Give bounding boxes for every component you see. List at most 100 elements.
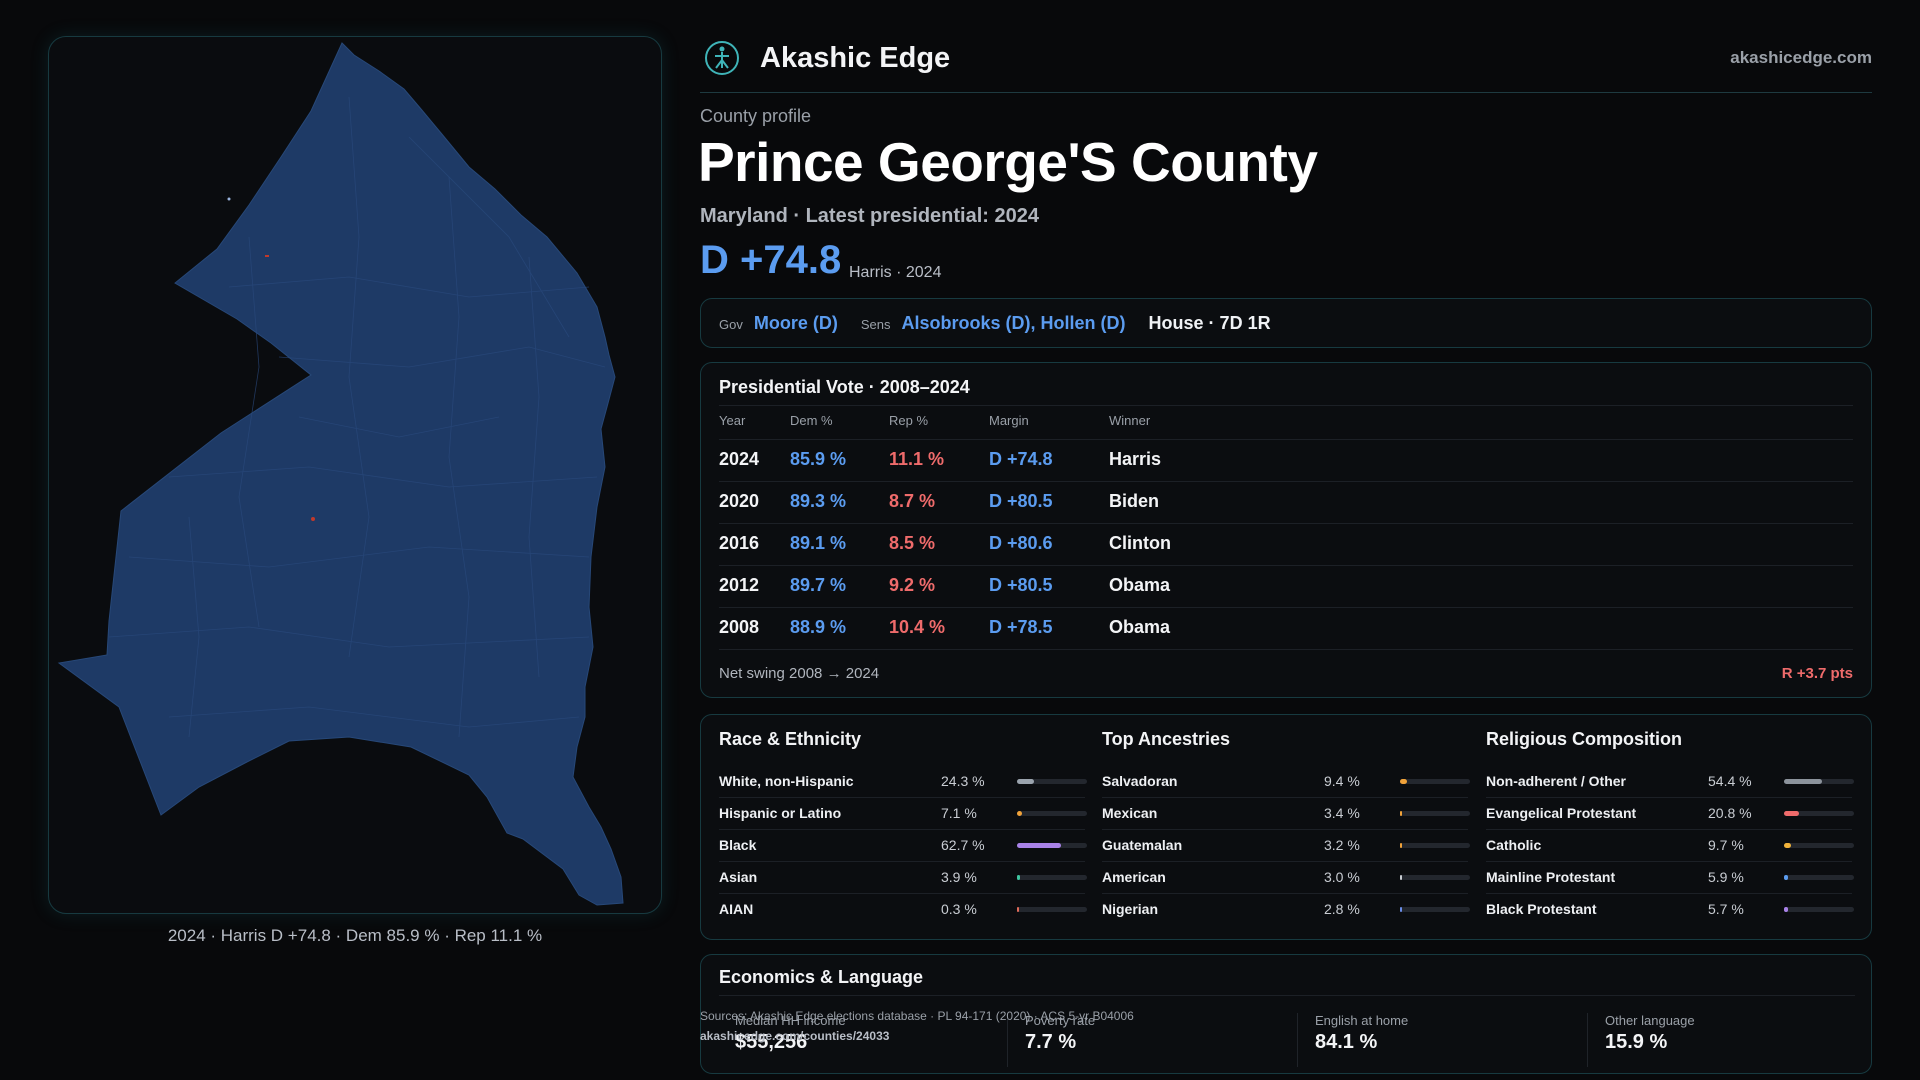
col-header-dem: Dem % (790, 413, 833, 428)
divider (719, 649, 1853, 650)
divider (719, 405, 1853, 406)
item-label: Hispanic or Latino (719, 805, 842, 821)
share-bar (1400, 907, 1470, 912)
item-label: White, non-Hispanic (719, 773, 854, 789)
item-value: 7.1 % (941, 805, 977, 821)
list-item[interactable]: Black 62.7 % (719, 829, 1087, 862)
row-margin: D +74.8 (989, 449, 1053, 469)
share-bar (1400, 843, 1470, 848)
economics-card: Economics & Language Median HH income $5… (700, 954, 1872, 1074)
row-dem: 88.9 % (790, 617, 847, 637)
item-label: Catholic (1486, 837, 1542, 853)
source-url[interactable]: akashicedge.com/counties/24033 (700, 1029, 890, 1043)
col-header-rep: Rep % (889, 413, 929, 428)
item-label: Black (719, 837, 757, 853)
senators-names[interactable]: Alsobrooks (D), Hollen (D) (901, 313, 1126, 333)
item-value: 3.4 % (1324, 805, 1360, 821)
stat-label: Median HH income (735, 1013, 846, 1028)
row-margin: D +78.5 (989, 617, 1053, 637)
map-marker (311, 517, 315, 521)
row-winner: Clinton (1109, 533, 1171, 553)
eyebrow: County profile (700, 106, 812, 126)
governor-name[interactable]: Moore (D) (753, 313, 838, 333)
share-bar-fill (1400, 843, 1403, 848)
share-bar-fill (1017, 907, 1019, 912)
item-value: 24.3 % (941, 773, 985, 789)
item-value: 3.2 % (1324, 837, 1360, 853)
sources-note: Sources: Akashic Edge elections database… (700, 1006, 1134, 1046)
compass-star-icon[interactable] (704, 40, 740, 76)
county-map[interactable] (49, 37, 662, 914)
share-bar (1784, 875, 1854, 880)
row-winner: Obama (1109, 617, 1171, 637)
sens-label: Sens (860, 317, 891, 332)
county-shape[interactable] (57, 42, 624, 906)
list-item[interactable]: Mexican 3.4 % (1102, 797, 1470, 830)
list-item[interactable]: American 3.0 % (1102, 861, 1470, 894)
share-bar-fill (1784, 779, 1823, 784)
divider (719, 995, 1855, 996)
item-label: Non-adherent / Other (1486, 773, 1627, 789)
share-bar-fill (1400, 811, 1403, 816)
page-subtitle: Maryland · Latest presidential: 2024 (700, 205, 1040, 227)
share-bar-fill (1784, 843, 1791, 848)
race-title: Race & Ethnicity (719, 729, 862, 749)
share-bar-fill (1400, 875, 1403, 880)
precinct-lines (108, 96, 606, 738)
list-item[interactable]: Guatemalan 3.2 % (1102, 829, 1470, 862)
item-label: Guatemalan (1102, 837, 1183, 853)
list-item[interactable]: AIAN 0.3 % (719, 893, 1087, 925)
county-map-panel (48, 36, 662, 914)
item-value: 5.9 % (1708, 869, 1744, 885)
row-rep: 8.5 % (889, 533, 936, 553)
stat-value: 7.7 % (1025, 1031, 1077, 1053)
list-item[interactable]: Hispanic or Latino 7.1 % (719, 797, 1087, 830)
officials-card: Gov Moore (D) Sens Alsobrooks (D), Holle… (700, 298, 1872, 348)
share-bar (1017, 843, 1087, 848)
share-bar (1784, 843, 1854, 848)
demographics-card: Race & Ethnicity White, non-Hispanic 24.3… (700, 714, 1872, 940)
item-label: AIAN (719, 901, 754, 917)
item-value: 20.8 % (1708, 805, 1752, 821)
row-rep: 9.2 % (889, 575, 936, 595)
list-item[interactable]: White, non-Hispanic 24.3 % (719, 765, 1087, 798)
list-item[interactable]: Black Protestant 5.7 % (1486, 893, 1854, 925)
latest-margin: D +74.8 (700, 238, 842, 282)
item-value: 3.0 % (1324, 869, 1360, 885)
share-bar-fill (1784, 875, 1789, 880)
row-margin: D +80.5 (989, 491, 1053, 511)
row-dem: 89.7 % (790, 575, 847, 595)
row-margin: D +80.5 (989, 575, 1053, 595)
row-year: 2016 (719, 533, 760, 553)
site-link[interactable]: akashicedge.com (1730, 48, 1872, 67)
share-bar-fill (1017, 875, 1020, 880)
list-item[interactable]: Nigerian 2.8 % (1102, 893, 1470, 925)
col-header-winner: Winner (1109, 413, 1151, 428)
stat-label: Other language (1605, 1013, 1695, 1028)
header: Akashic Edge akashicedge.com (700, 36, 1872, 93)
net-swing-value: R +3.7 pts (1781, 665, 1853, 682)
ancestry-column: Top Ancestries Salvadoran 9.4 % Mexican 3.4… (1084, 715, 1470, 939)
stat-value: $55,256 (735, 1031, 808, 1053)
item-label: Mainline Protestant (1486, 869, 1616, 885)
item-value: 54.4 % (1708, 773, 1752, 789)
presidential-vote-title: Presidential Vote · 2008–2024 (719, 377, 970, 397)
row-rep: 10.4 % (889, 617, 946, 637)
latest-margin-note: Harris · 2024 (849, 264, 942, 281)
divider (719, 523, 1853, 524)
list-item[interactable]: Non-adherent / Other 54.4 % (1486, 765, 1854, 798)
share-bar (1017, 779, 1087, 784)
list-item[interactable]: Salvadoran 9.4 % (1102, 765, 1470, 798)
list-item[interactable]: Catholic 9.7 % (1486, 829, 1854, 862)
divider (719, 439, 1853, 440)
list-item[interactable]: Asian 3.9 % (719, 861, 1087, 894)
list-item[interactable]: Evangelical Protestant 20.8 % (1486, 797, 1854, 830)
row-winner: Biden (1109, 491, 1160, 511)
item-label: Nigerian (1102, 901, 1159, 917)
col-header-margin: Margin (989, 413, 1029, 428)
share-bar (1400, 875, 1470, 880)
religion-column: Religious Composition Non-adherent / Oth… (1468, 715, 1854, 939)
map-caption: 2024 · Harris D +74.8 · Dem 85.9 % · Rep… (167, 926, 543, 945)
list-item[interactable]: Mainline Protestant 5.9 % (1486, 861, 1854, 894)
gov-label: Gov (719, 317, 743, 332)
